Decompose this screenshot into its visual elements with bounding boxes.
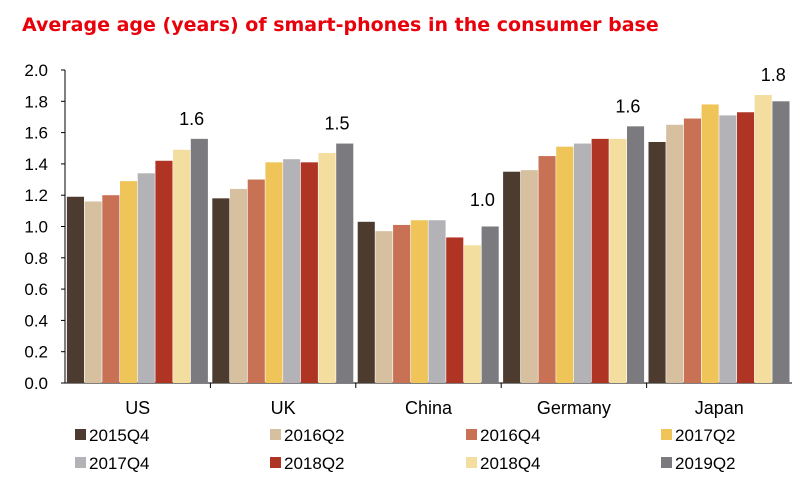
x-category-label: China xyxy=(405,398,453,418)
legend-label-2019q2: 2019Q2 xyxy=(675,454,736,473)
bar-germany-2015q4 xyxy=(503,171,521,383)
data-label: 1.0 xyxy=(470,190,495,210)
legend-swatch-2016q2 xyxy=(270,429,281,440)
bar-us-2019q2 xyxy=(190,138,208,383)
bar-us-2017q4 xyxy=(137,173,155,383)
x-category-label: US xyxy=(125,398,150,418)
bar-us-2015q4 xyxy=(66,196,84,383)
bar-china-2015q4 xyxy=(357,221,375,383)
bar-us-2018q2 xyxy=(155,160,173,383)
bar-china-2018q2 xyxy=(446,237,464,383)
bar-uk-2019q2 xyxy=(336,143,354,383)
bar-uk-2016q2 xyxy=(230,188,248,383)
bar-germany-2019q2 xyxy=(627,126,645,383)
bar-uk-2016q4 xyxy=(247,179,265,383)
bar-uk-2018q4 xyxy=(318,152,336,383)
bar-germany-2018q4 xyxy=(609,138,627,383)
bar-china-2019q2 xyxy=(481,226,499,383)
bar-china-2016q4 xyxy=(393,224,411,383)
bar-germany-2018q2 xyxy=(591,138,609,383)
bar-japan-2016q2 xyxy=(666,124,684,384)
x-category-label: Germany xyxy=(537,398,611,418)
legend-swatch-2019q2 xyxy=(661,457,672,468)
x-category-label: UK xyxy=(271,398,296,418)
legend-swatch-2017q2 xyxy=(661,429,672,440)
bar-uk-2017q2 xyxy=(265,162,283,383)
bar-germany-2017q2 xyxy=(556,146,574,383)
bar-us-2016q2 xyxy=(84,201,102,383)
bar-japan-2015q4 xyxy=(648,141,666,383)
legend-swatch-2017q4 xyxy=(75,457,86,468)
bar-japan-2016q4 xyxy=(683,118,701,383)
bar-us-2017q2 xyxy=(120,181,138,383)
bar-japan-2018q4 xyxy=(754,95,772,383)
legend-label-2016q2: 2016Q2 xyxy=(284,426,345,445)
legend-label-2015q4: 2015Q4 xyxy=(89,426,150,445)
bar-us-2018q4 xyxy=(173,149,191,383)
bar-uk-2015q4 xyxy=(212,198,230,383)
data-label: 1.6 xyxy=(179,109,204,129)
y-tick-label: 0.2 xyxy=(24,343,48,362)
y-tick-label: 1.4 xyxy=(24,155,48,174)
y-tick-label: 1.0 xyxy=(24,218,48,237)
bar-germany-2016q2 xyxy=(520,170,538,383)
x-category-label: Japan xyxy=(695,398,744,418)
bar-us-2016q4 xyxy=(102,195,120,383)
legend-label-2018q2: 2018Q2 xyxy=(284,454,345,473)
bar-japan-2019q2 xyxy=(772,101,790,384)
chart-title: Average age (years) of smart-phones in t… xyxy=(22,14,659,36)
y-tick-label: 1.8 xyxy=(24,92,48,111)
y-tick-label: 0.8 xyxy=(24,249,48,268)
data-label: 1.8 xyxy=(761,65,786,85)
y-tick-label: 2.0 xyxy=(24,61,48,80)
legend-swatch-2018q4 xyxy=(466,457,477,468)
legend-swatch-2018q2 xyxy=(270,457,281,468)
bar-china-2018q4 xyxy=(463,245,481,383)
y-tick-label: 0.4 xyxy=(24,311,48,330)
y-tick-label: 1.6 xyxy=(24,124,48,143)
bar-japan-2017q2 xyxy=(701,104,719,384)
legend-label-2017q4: 2017Q4 xyxy=(89,454,150,473)
y-tick-label: 0.0 xyxy=(24,374,48,393)
legend-label-2018q4: 2018Q4 xyxy=(480,454,541,473)
legend-label-2017q2: 2017Q2 xyxy=(675,426,736,445)
bar-china-2017q4 xyxy=(428,220,446,383)
y-tick-label: 1.2 xyxy=(24,186,48,205)
bar-uk-2017q4 xyxy=(283,159,301,383)
data-label: 1.5 xyxy=(325,114,350,134)
bar-germany-2017q4 xyxy=(573,143,591,383)
legend-swatch-2016q4 xyxy=(466,429,477,440)
bar-germany-2016q4 xyxy=(538,156,556,383)
y-tick-label: 0.6 xyxy=(24,280,48,299)
data-label: 1.6 xyxy=(615,96,640,116)
legend-swatch-2015q4 xyxy=(75,429,86,440)
legend-label-2016q4: 2016Q4 xyxy=(480,426,541,445)
bar-china-2016q2 xyxy=(375,231,393,383)
bar-japan-2018q2 xyxy=(737,112,755,383)
bar-china-2017q2 xyxy=(410,220,428,383)
bar-uk-2018q2 xyxy=(300,162,318,383)
bar-japan-2017q4 xyxy=(719,115,737,383)
